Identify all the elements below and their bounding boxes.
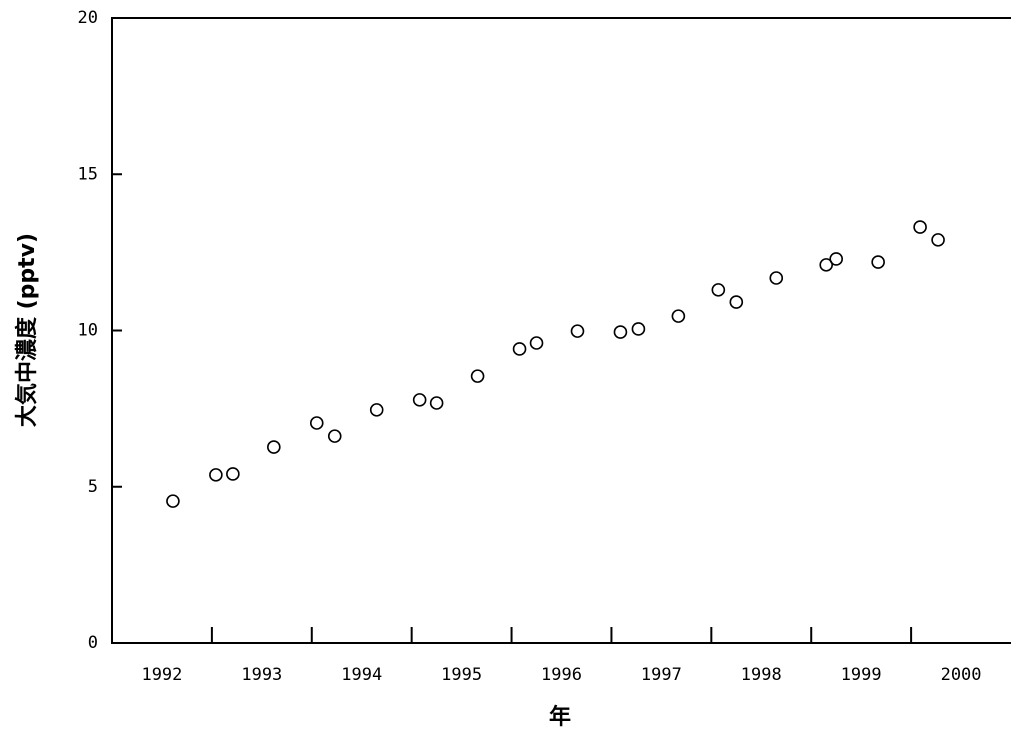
data-point <box>769 271 784 285</box>
data-point <box>931 233 945 247</box>
data-point <box>470 369 485 383</box>
data-point <box>529 336 544 350</box>
x-tick-label: 1994 <box>341 665 382 685</box>
data-point <box>570 324 585 338</box>
data-point <box>819 258 834 272</box>
data-point <box>871 255 885 269</box>
x-tick-label: 2000 <box>941 665 982 685</box>
data-point <box>412 393 427 407</box>
data-point <box>631 322 646 336</box>
x-tick-label: 1999 <box>841 665 882 685</box>
y-tick-label: 20 <box>78 8 98 28</box>
data-point <box>327 429 342 443</box>
x-tick-label: 1997 <box>641 665 682 685</box>
x-tick-label: 1993 <box>241 665 282 685</box>
data-point <box>309 416 324 430</box>
x-tick-label: 1995 <box>441 665 482 685</box>
data-point <box>209 468 223 482</box>
x-tick-label: 1992 <box>141 665 182 685</box>
data-point <box>429 396 444 410</box>
y-tick-label: 5 <box>88 477 98 497</box>
x-axis-title: 年 <box>549 704 571 730</box>
data-point <box>267 440 281 454</box>
x-tick-label: 1998 <box>741 665 782 685</box>
y-tick-label: 0 <box>88 633 98 653</box>
data-point <box>512 342 527 356</box>
y-tick-label: 10 <box>78 321 98 341</box>
x-tick-label: 1996 <box>541 665 582 685</box>
data-point <box>226 467 240 481</box>
data-point <box>613 325 628 339</box>
data-point <box>829 252 843 266</box>
data-point <box>369 403 384 417</box>
data-point <box>671 309 686 323</box>
data-point <box>166 494 180 508</box>
data-point <box>711 283 726 297</box>
data-point <box>729 295 744 309</box>
data-point <box>913 220 927 234</box>
y-tick-label: 15 <box>78 164 98 184</box>
y-axis-title: 大気中濃度 (pptv) <box>14 233 40 427</box>
